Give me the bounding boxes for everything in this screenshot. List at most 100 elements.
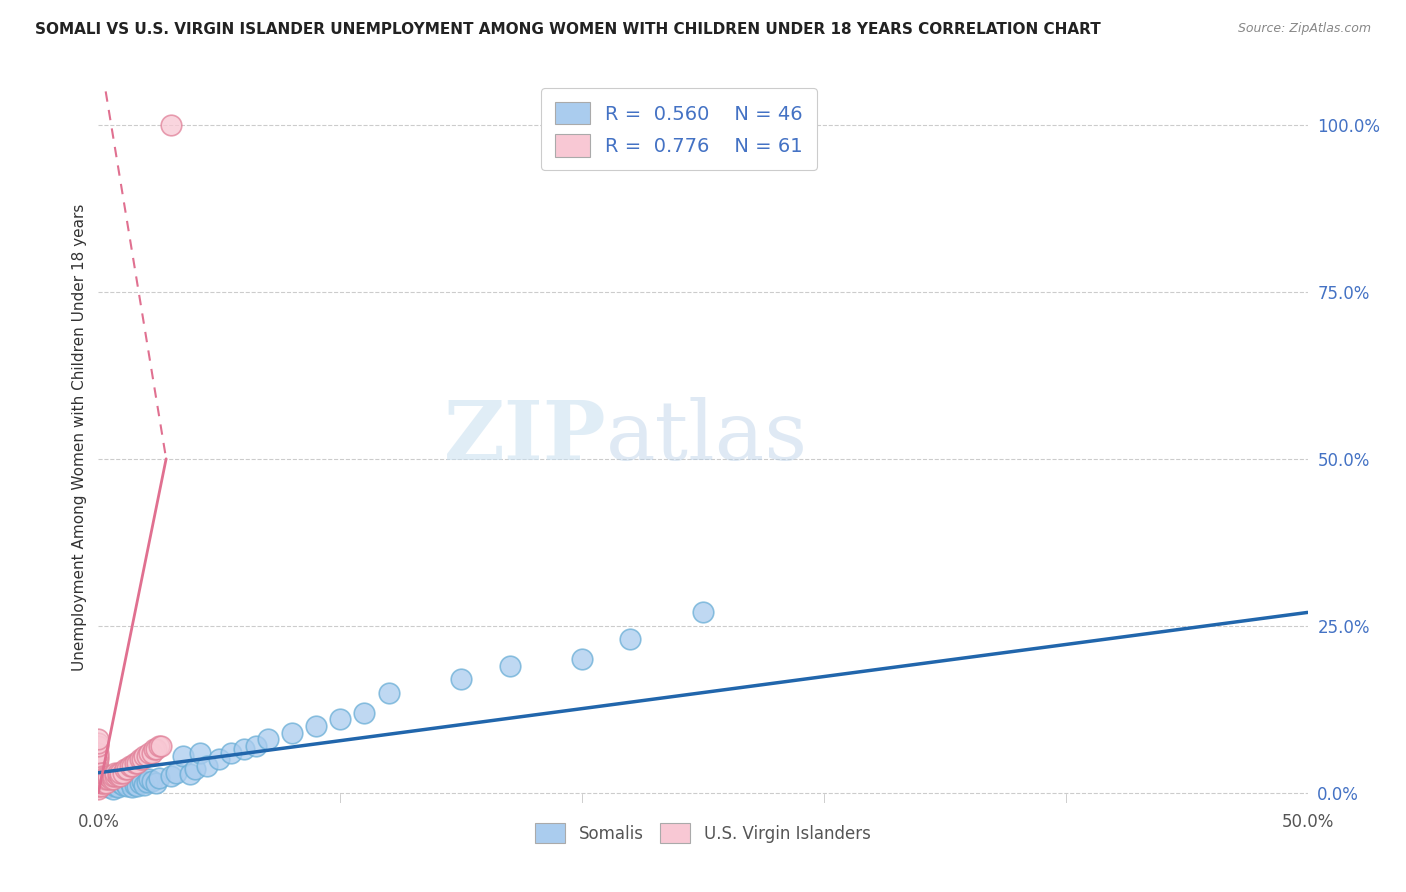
Point: [135, 749, 157, 764]
Point: [107, 765, 129, 780]
Point: [124, 756, 146, 770]
Point: [87, 765, 110, 780]
Point: [90, 776, 112, 790]
Point: [87, 769, 110, 783]
Point: [117, 779, 139, 793]
Point: [121, 780, 143, 795]
Point: [87, 732, 110, 747]
Point: [91, 776, 114, 790]
Point: [127, 756, 149, 770]
Point: [90, 779, 112, 793]
Point: [101, 772, 124, 787]
Point: [104, 765, 127, 780]
Point: [87, 779, 110, 793]
Point: [128, 752, 150, 766]
Point: [114, 763, 136, 777]
Point: [179, 767, 201, 781]
Point: [97, 780, 120, 795]
Point: [221, 746, 243, 760]
Text: Source: ZipAtlas.com: Source: ZipAtlas.com: [1237, 22, 1371, 36]
Point: [87, 736, 110, 750]
Point: [134, 778, 156, 792]
Point: [87, 776, 110, 790]
Point: [87, 782, 110, 797]
Point: [245, 739, 267, 753]
Point: [91, 769, 114, 783]
Point: [145, 742, 167, 756]
Point: [148, 739, 170, 753]
Point: [87, 771, 110, 785]
Point: [172, 749, 194, 764]
Point: [87, 739, 110, 753]
Point: [87, 780, 110, 795]
Point: [150, 739, 173, 753]
Point: [107, 780, 129, 795]
Point: [692, 606, 714, 620]
Point: [131, 773, 153, 788]
Text: SOMALI VS U.S. VIRGIN ISLANDER UNEMPLOYMENT AMONG WOMEN WITH CHILDREN UNDER 18 Y: SOMALI VS U.S. VIRGIN ISLANDER UNEMPLOYM…: [35, 22, 1101, 37]
Point: [107, 769, 129, 783]
Point: [184, 763, 207, 777]
Point: [138, 746, 160, 760]
Text: atlas: atlas: [606, 397, 808, 477]
Point: [571, 652, 593, 666]
Point: [94, 769, 117, 783]
Point: [134, 749, 156, 764]
Point: [90, 765, 112, 780]
Point: [87, 763, 110, 777]
Point: [108, 776, 131, 790]
Point: [100, 769, 122, 783]
Point: [87, 759, 110, 773]
Point: [118, 759, 141, 773]
Point: [232, 742, 254, 756]
Point: [498, 658, 520, 673]
Point: [141, 746, 163, 760]
Point: [101, 769, 124, 783]
Point: [97, 769, 120, 783]
Point: [160, 118, 183, 132]
Point: [87, 752, 110, 766]
Point: [91, 772, 114, 787]
Y-axis label: Unemployment Among Women with Children Under 18 years: Unemployment Among Women with Children U…: [72, 203, 87, 671]
Point: [135, 775, 157, 789]
Point: [377, 685, 399, 699]
Point: [124, 778, 146, 792]
Point: [100, 773, 122, 788]
Point: [208, 752, 231, 766]
Point: [329, 712, 352, 726]
Point: [195, 759, 218, 773]
Point: [87, 779, 110, 793]
Point: [94, 772, 117, 787]
Point: [353, 706, 375, 720]
Point: [104, 769, 127, 783]
Point: [114, 776, 136, 790]
Point: [143, 742, 166, 756]
Point: [97, 772, 120, 787]
Point: [108, 769, 131, 783]
Point: [111, 778, 134, 792]
Point: [127, 779, 149, 793]
Point: [87, 749, 110, 764]
Point: [131, 752, 153, 766]
Text: ZIP: ZIP: [444, 397, 606, 477]
Point: [118, 775, 141, 789]
Point: [188, 746, 211, 760]
Point: [100, 772, 122, 787]
Point: [90, 769, 112, 783]
Point: [108, 765, 131, 780]
Point: [117, 763, 139, 777]
Point: [94, 776, 117, 790]
Point: [148, 771, 170, 785]
Point: [141, 773, 163, 788]
Point: [87, 746, 110, 760]
Point: [91, 776, 114, 790]
Point: [104, 779, 127, 793]
Legend: Somalis, U.S. Virgin Islanders: Somalis, U.S. Virgin Islanders: [529, 817, 877, 849]
Point: [87, 776, 110, 790]
Point: [121, 759, 143, 773]
Point: [100, 778, 122, 792]
Point: [305, 719, 328, 733]
Point: [87, 772, 110, 787]
Point: [101, 781, 124, 796]
Point: [145, 776, 167, 790]
